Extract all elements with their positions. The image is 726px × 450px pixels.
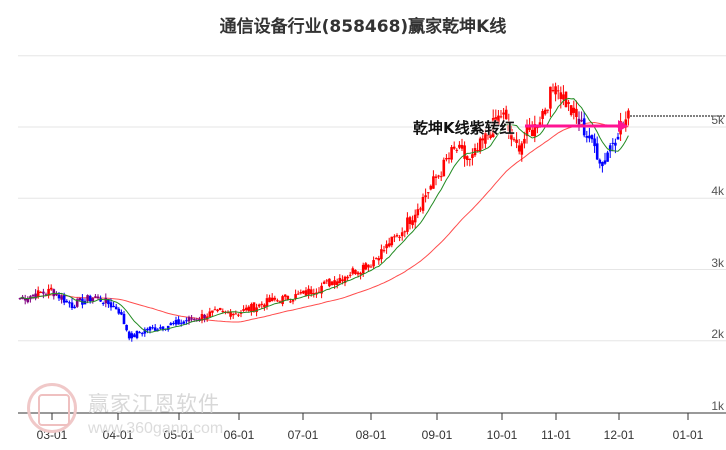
x-tick-label: 11-01 xyxy=(541,428,571,442)
chart-title: 通信设备行业(858468)赢家乾坤K线 xyxy=(219,17,507,37)
watermark-logo-icon xyxy=(27,383,77,433)
grid-lines xyxy=(18,55,726,342)
y-tick-label: 4k xyxy=(711,184,724,198)
x-tick-label: 05-01 xyxy=(163,428,195,442)
x-tick-label: 06-01 xyxy=(223,428,255,442)
x-tick-label: 08-01 xyxy=(355,428,387,442)
x-tick-label: 12-01 xyxy=(603,428,635,442)
x-tick-label: 01-01 xyxy=(672,428,704,442)
x-tick-label: 07-01 xyxy=(287,428,319,442)
watermark-text: 赢家江恩软件 xyxy=(88,392,220,416)
x-tick-label: 04-01 xyxy=(102,428,134,442)
x-tick-label: 10-01 xyxy=(486,428,518,442)
x-axis xyxy=(18,412,726,420)
y-tick-label: 1k xyxy=(711,399,724,413)
x-tick-label: 09-01 xyxy=(421,428,453,442)
annotation-label: 乾坤K线紫转红 xyxy=(413,119,515,137)
y-tick-label: 5k xyxy=(711,113,724,127)
watermark-url: www.360gann.com xyxy=(88,420,224,437)
y-tick-label: 2k xyxy=(711,327,724,341)
ma-long-line xyxy=(19,121,629,323)
ma-short-line xyxy=(19,97,629,333)
y-tick-label: 3k xyxy=(711,256,724,270)
annotation-arrow xyxy=(525,115,726,132)
candles xyxy=(18,82,630,342)
